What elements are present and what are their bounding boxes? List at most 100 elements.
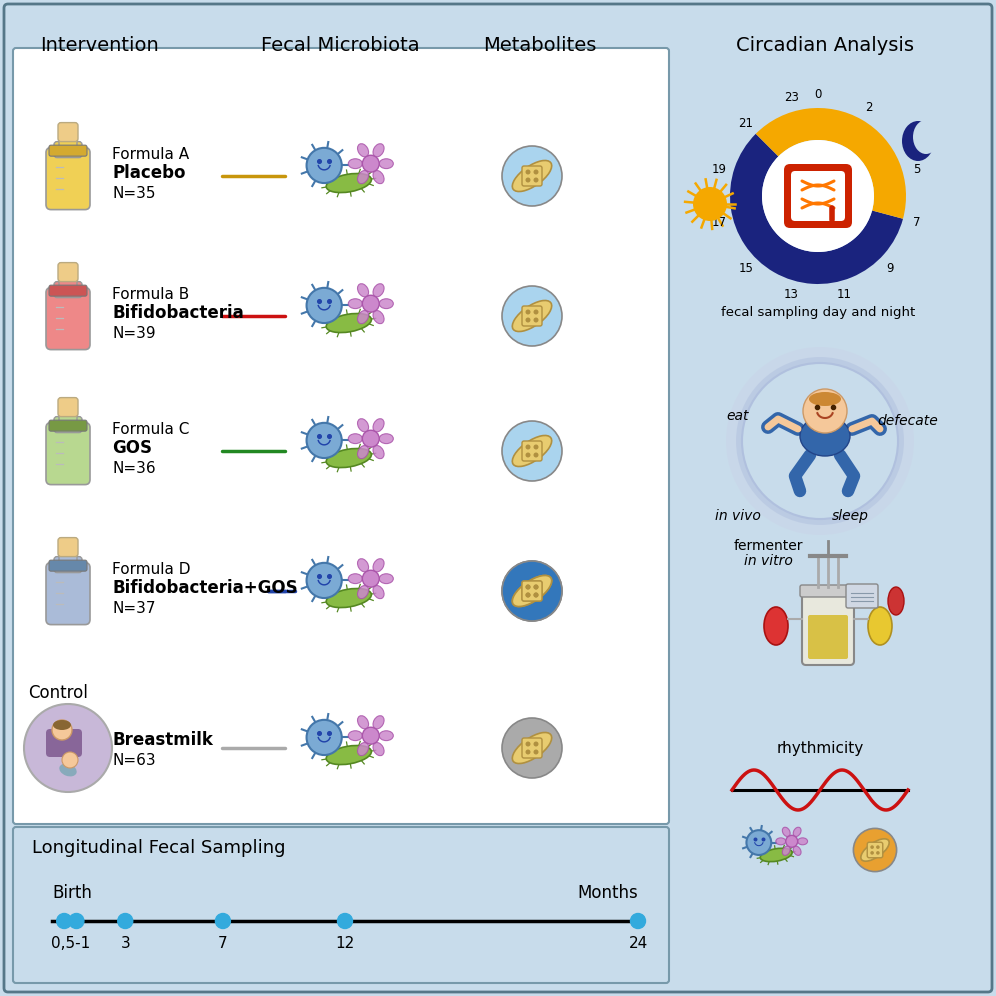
Ellipse shape xyxy=(793,828,801,837)
Circle shape xyxy=(526,741,531,746)
Circle shape xyxy=(871,846,873,849)
Text: 0,5-1: 0,5-1 xyxy=(51,935,90,950)
Circle shape xyxy=(534,750,539,755)
FancyBboxPatch shape xyxy=(54,282,82,298)
Ellipse shape xyxy=(358,559,369,572)
Text: 7: 7 xyxy=(912,216,920,229)
Text: eat: eat xyxy=(727,409,749,423)
Text: Breastmilk: Breastmilk xyxy=(112,731,213,749)
Ellipse shape xyxy=(358,170,369,183)
Text: 19: 19 xyxy=(712,163,727,176)
Ellipse shape xyxy=(349,158,363,168)
Ellipse shape xyxy=(327,448,372,467)
Ellipse shape xyxy=(327,589,372,608)
Circle shape xyxy=(52,720,72,740)
FancyBboxPatch shape xyxy=(46,729,82,757)
Circle shape xyxy=(526,593,531,598)
Text: Placebo: Placebo xyxy=(112,164,185,182)
Text: Longitudinal Fecal Sampling: Longitudinal Fecal Sampling xyxy=(32,839,286,857)
Text: Circadian Analysis: Circadian Analysis xyxy=(736,36,914,55)
FancyBboxPatch shape xyxy=(522,581,542,601)
Text: fermenter: fermenter xyxy=(733,539,803,553)
Circle shape xyxy=(57,913,72,928)
Text: rhythmicity: rhythmicity xyxy=(776,740,864,756)
Circle shape xyxy=(534,585,539,590)
Text: in vitro: in vitro xyxy=(744,554,793,568)
Ellipse shape xyxy=(349,574,363,584)
Circle shape xyxy=(803,389,847,433)
FancyBboxPatch shape xyxy=(58,263,78,282)
FancyBboxPatch shape xyxy=(522,441,542,461)
FancyBboxPatch shape xyxy=(59,134,77,148)
Text: N=63: N=63 xyxy=(112,753,155,768)
Text: 13: 13 xyxy=(784,288,799,301)
Circle shape xyxy=(526,318,531,323)
FancyBboxPatch shape xyxy=(58,397,78,416)
Circle shape xyxy=(307,147,342,183)
Circle shape xyxy=(526,585,531,590)
Ellipse shape xyxy=(809,392,841,406)
FancyBboxPatch shape xyxy=(54,557,82,573)
Ellipse shape xyxy=(379,433,393,443)
FancyBboxPatch shape xyxy=(59,275,77,289)
Text: Birth: Birth xyxy=(52,884,92,902)
Ellipse shape xyxy=(379,574,393,584)
FancyBboxPatch shape xyxy=(59,550,77,564)
Ellipse shape xyxy=(512,732,552,764)
Ellipse shape xyxy=(782,828,790,837)
Circle shape xyxy=(363,295,379,312)
Circle shape xyxy=(502,286,562,346)
Circle shape xyxy=(871,851,873,855)
Circle shape xyxy=(630,913,645,928)
Circle shape xyxy=(742,363,898,519)
FancyBboxPatch shape xyxy=(46,422,90,485)
Circle shape xyxy=(693,187,727,221)
Text: defecate: defecate xyxy=(877,414,938,428)
FancyBboxPatch shape xyxy=(46,288,90,350)
FancyBboxPatch shape xyxy=(13,48,669,824)
Ellipse shape xyxy=(358,716,369,729)
Text: 2: 2 xyxy=(866,102,872,115)
Text: N=39: N=39 xyxy=(112,326,155,341)
Circle shape xyxy=(215,913,230,928)
Circle shape xyxy=(534,318,539,323)
Wedge shape xyxy=(756,108,906,219)
Circle shape xyxy=(526,452,531,457)
Text: Intervention: Intervention xyxy=(40,36,158,55)
Ellipse shape xyxy=(358,311,369,324)
FancyBboxPatch shape xyxy=(802,587,854,665)
Text: N=35: N=35 xyxy=(112,185,155,200)
FancyBboxPatch shape xyxy=(868,843,882,858)
Text: Formula C: Formula C xyxy=(112,421,189,436)
Circle shape xyxy=(526,585,531,590)
Ellipse shape xyxy=(358,284,369,297)
Ellipse shape xyxy=(358,143,369,156)
Circle shape xyxy=(534,169,539,174)
Circle shape xyxy=(534,452,539,457)
Ellipse shape xyxy=(327,173,372,192)
FancyBboxPatch shape xyxy=(54,416,82,432)
FancyBboxPatch shape xyxy=(58,123,78,141)
FancyBboxPatch shape xyxy=(54,141,82,157)
Circle shape xyxy=(502,421,562,481)
FancyBboxPatch shape xyxy=(522,306,542,326)
Text: Formula A: Formula A xyxy=(112,146,189,161)
Ellipse shape xyxy=(349,433,363,443)
Ellipse shape xyxy=(374,445,384,459)
Text: Bifidobacteria: Bifidobacteria xyxy=(112,304,244,322)
Text: N=37: N=37 xyxy=(112,601,155,616)
Text: Metabolites: Metabolites xyxy=(483,36,597,55)
Ellipse shape xyxy=(358,742,369,756)
Text: GOS: GOS xyxy=(112,439,152,457)
Circle shape xyxy=(854,829,896,872)
Ellipse shape xyxy=(512,435,552,466)
Circle shape xyxy=(726,347,914,535)
Text: 21: 21 xyxy=(738,118,753,130)
FancyBboxPatch shape xyxy=(46,147,90,209)
Ellipse shape xyxy=(358,445,369,459)
Text: 11: 11 xyxy=(837,288,852,301)
Ellipse shape xyxy=(764,607,788,645)
Ellipse shape xyxy=(512,160,552,191)
Ellipse shape xyxy=(60,764,77,777)
FancyBboxPatch shape xyxy=(808,615,848,659)
